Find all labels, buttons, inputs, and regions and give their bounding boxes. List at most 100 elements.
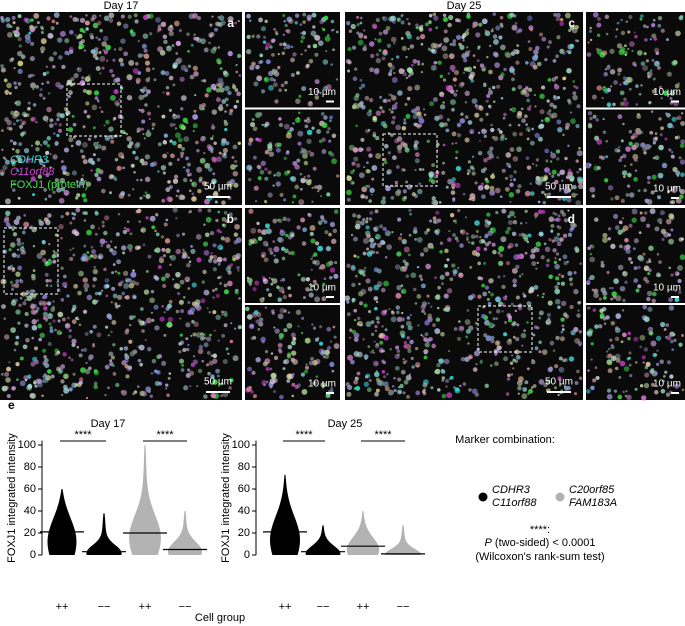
- cell: [400, 369, 406, 375]
- cell: [250, 336, 255, 341]
- cell: [527, 40, 531, 44]
- cell: [286, 373, 293, 380]
- cell: [145, 216, 149, 220]
- cell: [346, 312, 351, 317]
- cell: [654, 155, 660, 161]
- cell: [255, 137, 259, 142]
- cell: [390, 120, 396, 125]
- cell: [406, 336, 410, 340]
- cell: [40, 38, 47, 45]
- cell: [273, 28, 276, 31]
- cell: [358, 282, 361, 286]
- cell: [320, 215, 325, 220]
- violin: [47, 489, 77, 555]
- cell: [302, 12, 307, 17]
- cell: [215, 368, 221, 374]
- cell: [223, 71, 229, 78]
- cell: [435, 26, 439, 30]
- cell: [576, 369, 580, 374]
- cell: [132, 269, 135, 272]
- cell: [47, 313, 54, 320]
- cell: [535, 158, 540, 162]
- cell: [471, 388, 478, 395]
- cell: [175, 248, 182, 255]
- micrograph: [345, 208, 583, 400]
- cell: [447, 237, 452, 242]
- cell: [98, 51, 102, 54]
- cell: [503, 332, 508, 337]
- cell: [169, 139, 173, 143]
- cell: [561, 179, 564, 182]
- cell: [649, 38, 652, 41]
- cell: [71, 114, 75, 118]
- cell: [308, 150, 311, 153]
- cell: [56, 330, 62, 336]
- cell: [635, 84, 639, 88]
- cell: [218, 15, 225, 21]
- cell: [498, 245, 505, 252]
- cell: [227, 16, 234, 23]
- cell: [660, 228, 667, 235]
- cell: [133, 295, 137, 299]
- cell: [18, 142, 23, 147]
- cell: [368, 378, 372, 383]
- cell: [279, 230, 286, 237]
- cell: [32, 245, 36, 248]
- cell: [262, 361, 268, 367]
- cell: [383, 160, 388, 165]
- cell: [283, 19, 287, 23]
- cell: [76, 345, 80, 349]
- cell: [165, 187, 171, 193]
- cell: [607, 185, 614, 191]
- cell: [55, 21, 59, 25]
- cell: [247, 141, 252, 146]
- cell: [278, 117, 282, 121]
- cell: [627, 336, 631, 341]
- cell: [361, 148, 364, 151]
- cell: [488, 105, 492, 109]
- cell: [458, 82, 464, 88]
- cell: [311, 382, 315, 385]
- cell: [546, 111, 551, 116]
- cell: [589, 38, 593, 42]
- cell: [200, 79, 204, 83]
- cell: [445, 128, 450, 133]
- cell: [589, 186, 596, 193]
- cell: [617, 264, 624, 271]
- cell: [150, 311, 153, 314]
- cell: [590, 342, 594, 346]
- cell: [623, 164, 627, 168]
- cell: [92, 22, 99, 29]
- cell: [393, 388, 397, 393]
- cell: [464, 216, 468, 219]
- cell: [228, 212, 233, 217]
- cell: [275, 147, 281, 153]
- y-tick-label: 100: [18, 439, 36, 451]
- cell: [408, 233, 412, 237]
- cell: [29, 288, 35, 294]
- cell: [375, 388, 380, 393]
- cell: [288, 18, 294, 24]
- cell: [234, 21, 238, 25]
- cell: [271, 68, 277, 73]
- cell: [132, 68, 139, 74]
- cell: [202, 269, 207, 275]
- cell: [290, 332, 296, 338]
- cell: [438, 201, 442, 204]
- cell: [60, 215, 64, 219]
- cell: [557, 127, 563, 133]
- cell: [402, 268, 407, 272]
- cell: [210, 83, 217, 90]
- cell: [368, 109, 372, 113]
- cell: [395, 165, 400, 169]
- cell: [236, 265, 240, 270]
- cell: [552, 59, 557, 63]
- cell: [545, 321, 549, 325]
- cell: [557, 214, 561, 218]
- cell: [448, 230, 451, 233]
- cell: [628, 356, 631, 360]
- cell: [669, 90, 676, 96]
- cell: [190, 43, 194, 47]
- cell: [426, 139, 430, 143]
- cell: [429, 13, 433, 18]
